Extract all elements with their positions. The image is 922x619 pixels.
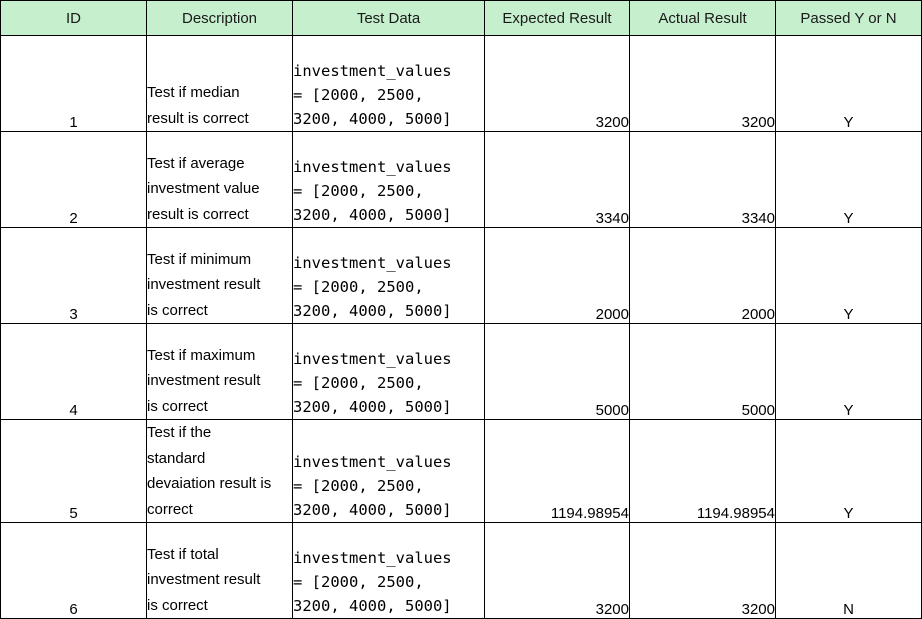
cell-description[interactable]: Test if total investment result is correct [146, 522, 293, 619]
test-data-line: investment_values [293, 350, 452, 368]
table-body: 1 Test if median result is correct invest… [0, 35, 922, 619]
cell-id[interactable]: 4 [0, 323, 147, 420]
cell-test-data[interactable]: investment_values = [2000, 2500, 3200, 400… [292, 227, 485, 324]
cell-passed[interactable]: Y [775, 35, 922, 132]
cell-id[interactable]: 5 [0, 419, 147, 523]
test-data-line: = [2000, 2500, [293, 477, 424, 495]
cell-expected-result[interactable]: 3340 [484, 131, 630, 228]
table-row: 3 Test if minimum investment result is cor… [0, 227, 922, 324]
description-line: investment result [147, 571, 261, 588]
header-passed[interactable]: Passed Y or N [775, 0, 922, 36]
cell-passed[interactable]: Y [775, 419, 922, 523]
header-id[interactable]: ID [0, 0, 147, 36]
cell-expected-result[interactable]: 5000 [484, 323, 630, 420]
description-line: investment result [147, 372, 261, 389]
cell-description[interactable]: Test if the standard devaiation result is c… [146, 419, 293, 523]
description-line: Test if minimum [147, 250, 252, 268]
test-data-line: investment_values [293, 62, 452, 80]
table-row: 5 Test if the standard devaiation result i… [0, 419, 922, 523]
description-line: is correct [147, 397, 208, 415]
cell-id[interactable]: 6 [0, 522, 147, 619]
header-row: ID Description Test Data Expected Result… [0, 0, 922, 36]
test-data-line: 3200, 4000, 5000] [293, 398, 452, 416]
cell-actual-result[interactable]: 3200 [629, 522, 776, 619]
test-data-line: = [2000, 2500, [293, 86, 424, 104]
cell-passed[interactable]: Y [775, 323, 922, 420]
test-data-line: investment_values [293, 453, 452, 471]
cell-actual-result[interactable]: 2000 [629, 227, 776, 324]
test-data-line: 3200, 4000, 5000] [293, 597, 452, 615]
description-line: is correct [147, 596, 208, 614]
table-row: 6 Test if total investment result is corre… [0, 522, 922, 619]
test-data-line: = [2000, 2500, [293, 573, 424, 591]
header-test-data[interactable]: Test Data [292, 0, 485, 36]
header-actual-result[interactable]: Actual Result [629, 0, 776, 36]
cell-description[interactable]: Test if median result is correct [146, 35, 293, 132]
description-line: result is correct [147, 109, 249, 127]
cell-actual-result[interactable]: 1194.98954 [629, 419, 776, 523]
cell-passed[interactable]: Y [775, 227, 922, 324]
description-line: Test if total [147, 545, 219, 563]
cell-passed[interactable]: N [775, 522, 922, 619]
cell-actual-result[interactable]: 3200 [629, 35, 776, 132]
cell-expected-result[interactable]: 2000 [484, 227, 630, 324]
description-line: standard [147, 449, 206, 467]
table-row: 1 Test if median result is correct invest… [0, 35, 922, 132]
header-description[interactable]: Description [146, 0, 293, 36]
description-line: Test if average [147, 154, 245, 172]
test-data-line: 3200, 4000, 5000] [293, 501, 452, 519]
test-data-line: 3200, 4000, 5000] [293, 206, 452, 224]
cell-expected-result[interactable]: 3200 [484, 35, 630, 132]
cell-test-data[interactable]: investment_values = [2000, 2500, 3200, 400… [292, 131, 485, 228]
cell-passed[interactable]: Y [775, 131, 922, 228]
cell-test-data[interactable]: investment_values = [2000, 2500, 3200, 400… [292, 522, 485, 619]
cell-id[interactable]: 2 [0, 131, 147, 228]
cell-actual-result[interactable]: 5000 [629, 323, 776, 420]
cell-description[interactable]: Test if average investment value result is… [146, 131, 293, 228]
cell-id[interactable]: 3 [0, 227, 147, 324]
cell-test-data[interactable]: investment_values = [2000, 2500, 3200, 400… [292, 323, 485, 420]
cell-id[interactable]: 1 [0, 35, 147, 132]
description-line: investment value [147, 180, 260, 197]
description-line: Test if the [147, 424, 212, 441]
description-line: is correct [147, 301, 208, 319]
description-line: devaiation result is [147, 475, 272, 492]
description-line: result is correct [147, 205, 249, 223]
cell-description[interactable]: Test if minimum investment result is corre… [146, 227, 293, 324]
cell-test-data[interactable]: investment_values = [2000, 2500, 3200, 400… [292, 35, 485, 132]
cell-expected-result[interactable]: 3200 [484, 522, 630, 619]
test-data-line: investment_values [293, 254, 452, 272]
cell-description[interactable]: Test if maximum investment result is corre… [146, 323, 293, 420]
table-row: 4 Test if maximum investment result is cor… [0, 323, 922, 420]
description-line: Test if median [147, 84, 240, 101]
description-line: Test if maximum [147, 346, 256, 364]
test-data-line: = [2000, 2500, [293, 278, 424, 296]
cell-expected-result[interactable]: 1194.98954 [484, 419, 630, 523]
cell-actual-result[interactable]: 3340 [629, 131, 776, 228]
test-data-line: 3200, 4000, 5000] [293, 110, 452, 128]
test-data-line: investment_values [293, 549, 452, 567]
table-row: 2 Test if average investment value result … [0, 131, 922, 228]
test-data-line: = [2000, 2500, [293, 182, 424, 200]
test-data-line: investment_values [293, 158, 452, 176]
test-data-line: 3200, 4000, 5000] [293, 302, 452, 320]
description-line: correct [147, 500, 193, 518]
description-line: investment result [147, 276, 261, 293]
test-data-line: = [2000, 2500, [293, 374, 424, 392]
cell-test-data[interactable]: investment_values = [2000, 2500, 3200, 400… [292, 419, 485, 523]
header-expected-result[interactable]: Expected Result [484, 0, 630, 36]
